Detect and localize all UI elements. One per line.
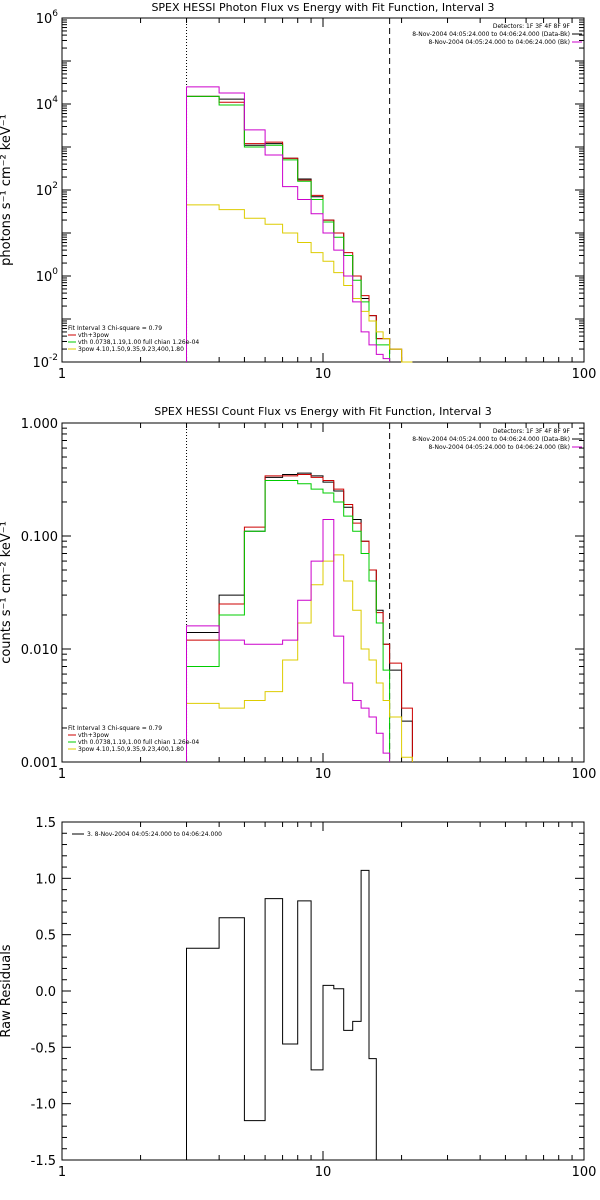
series-line-0 [186, 472, 413, 762]
x-tick-label: 1 [58, 1165, 66, 1180]
series-line-4 [186, 86, 391, 362]
chart-title: SPEX HESSI Photon Flux vs Energy with Fi… [151, 1, 494, 14]
legend-left-entry: Fit Interval 3 Chi-square = 0.79 [68, 325, 162, 332]
y-axis-label: counts s⁻¹ cm⁻² keV⁻¹ [0, 521, 14, 664]
legend-left-entry: vth+3pow [78, 732, 109, 739]
plot-frame [61, 17, 585, 363]
legend-right-entry: 8-Nov-2004 04:05:24.000 to 04:06:24.000 … [412, 436, 570, 443]
chart-title: SPEX HESSI Count Flux vs Energy with Fit… [154, 405, 491, 418]
photon-flux-chart: SPEX HESSI Photon Flux vs Energy with Fi… [0, 1, 596, 382]
plot-frame [61, 422, 585, 763]
y-axis-label: Raw Residuals [0, 944, 14, 1037]
legend-left-entry: vth 0.0738,1.19,1.00 full chian 1.26e-04 [78, 739, 199, 746]
y-tick-label: -1.0 [31, 1098, 56, 1113]
y-tick-label: 0.001 [21, 756, 58, 771]
legend-right-entry: 8-Nov-2004 04:05:24.000 to 04:06:24.000 … [428, 39, 570, 46]
y-tick-label: -1.5 [31, 1154, 56, 1169]
legend-left-entry: 3pow 4.10,1.50,9.35,9.23,400,1.80 [78, 746, 184, 753]
series-line-2 [186, 95, 391, 362]
count-flux-chart: SPEX HESSI Count Flux vs Energy with Fit… [0, 405, 596, 782]
y-tick-label: 100 [36, 267, 59, 285]
series-line-2 [186, 480, 391, 762]
legend-right-entry: Detectors: 1F 3F 4F 8F 9F [493, 23, 571, 30]
legend-right-entry: 8-Nov-2004 04:05:24.000 to 04:06:24.000 … [412, 31, 570, 38]
y-tick-label: 0.100 [21, 530, 58, 545]
y-tick-label: 1.000 [21, 417, 58, 432]
y-tick-label: 1.0 [35, 872, 56, 887]
x-tick-label: 1 [58, 767, 66, 782]
x-tick-label: 10 [315, 1165, 332, 1180]
y-tick-label: -0.5 [31, 1041, 56, 1056]
series-line-0 [186, 95, 413, 363]
legend-left-entry: 3pow 4.10,1.50,9.35,9.23,400,1.80 [78, 346, 184, 353]
x-tick-label: 100 [572, 767, 597, 782]
y-tick-label: 102 [36, 181, 58, 199]
legend-right-entry: 8-Nov-2004 04:05:24.000 to 04:06:24.000 … [428, 444, 570, 451]
legend-right-entry: Detectors: 1F 3F 4F 8F 9F [493, 428, 571, 435]
x-tick-label: 10 [315, 367, 332, 382]
legend-left-entry: vth+3pow [78, 332, 109, 339]
y-tick-label: 106 [36, 9, 59, 27]
x-tick-label: 1 [58, 367, 66, 382]
y-tick-label: 0.010 [21, 643, 58, 658]
y-tick-label: 1.5 [35, 816, 56, 831]
series-line-4 [186, 519, 391, 762]
series-line-3 [186, 204, 413, 363]
legend-left-entry: 3. 8-Nov-2004 04:05:24.000 to 04:06:24.0… [87, 831, 222, 838]
y-tick-label: 104 [36, 95, 59, 113]
y-axis-label: photons s⁻¹ cm⁻² keV⁻¹ [0, 114, 14, 266]
legend-left-entry: Fit Interval 3 Chi-square = 0.79 [68, 725, 162, 732]
series-line-1 [186, 474, 413, 762]
legend-left-entry: vth 0.0738,1.19,1.00 full chian 1.26e-04 [78, 339, 199, 346]
y-tick-label: 0.5 [35, 929, 56, 944]
x-tick-label: 10 [315, 767, 332, 782]
y-tick-label: 0.0 [35, 985, 56, 1000]
series-line-1 [186, 95, 413, 363]
series-line-0 [186, 869, 390, 1161]
series-line-3 [186, 554, 413, 762]
residuals-chart: 1 10 100 -1.5 -1.0 -0.5 0.0 0.5 1.0 1.5 Raw Residu… [0, 816, 596, 1180]
x-tick-label: 100 [572, 367, 597, 382]
y-tick-label: 10-2 [32, 353, 58, 371]
x-tick-label: 100 [572, 1165, 597, 1180]
